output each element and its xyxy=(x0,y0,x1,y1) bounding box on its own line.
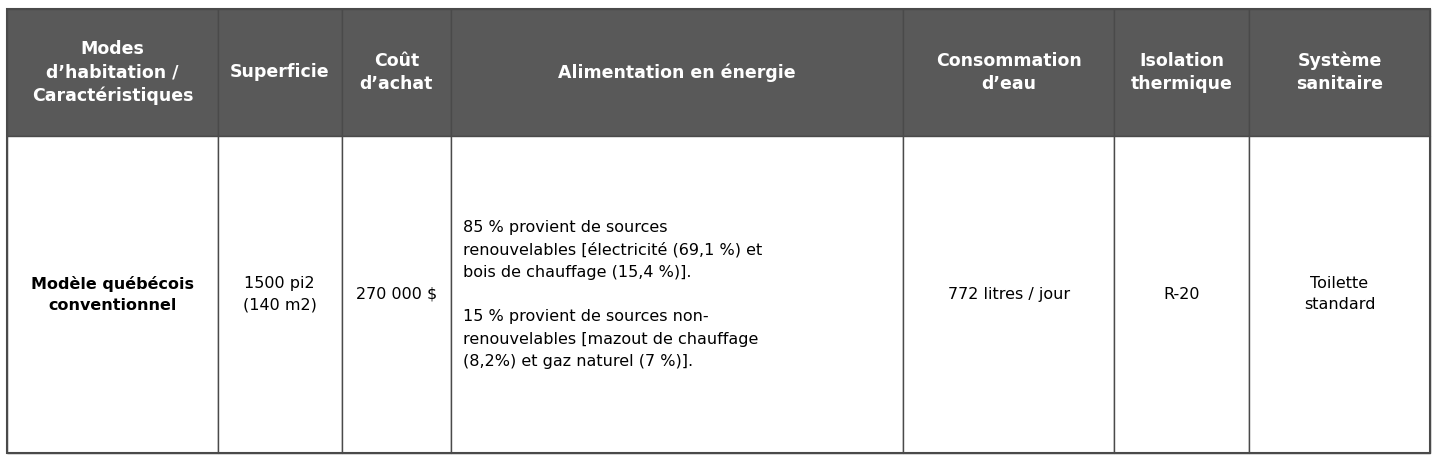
Bar xyxy=(7,9,218,136)
Text: 85 % provient de sources
renouvelables [électricité (69,1 %) et
bois de chauffag: 85 % provient de sources renouvelables [… xyxy=(463,220,762,369)
Bar xyxy=(342,136,451,453)
Bar xyxy=(342,9,451,136)
Text: Alimentation en énergie: Alimentation en énergie xyxy=(559,63,796,82)
Text: 772 litres / jour: 772 litres / jour xyxy=(947,287,1069,302)
Text: Superficie: Superficie xyxy=(230,63,329,81)
Bar xyxy=(451,136,904,453)
Bar xyxy=(218,9,342,136)
Text: Système
sanitaire: Système sanitaire xyxy=(1296,52,1382,93)
Bar xyxy=(218,136,342,453)
Bar xyxy=(904,9,1114,136)
Text: 270 000 $: 270 000 $ xyxy=(355,287,437,302)
Text: R-20: R-20 xyxy=(1164,287,1200,302)
Text: Coût
d’achat: Coût d’achat xyxy=(359,52,433,93)
Text: Consommation
d’eau: Consommation d’eau xyxy=(935,52,1082,93)
Bar xyxy=(1249,9,1430,136)
Bar xyxy=(1114,9,1249,136)
Text: 1500 pi2
(140 m2): 1500 pi2 (140 m2) xyxy=(243,276,316,312)
Bar xyxy=(1114,136,1249,453)
Text: Isolation
thermique: Isolation thermique xyxy=(1131,52,1233,93)
Text: Modes
d’habitation /
Caractéristiques: Modes d’habitation / Caractéristiques xyxy=(32,40,193,105)
Text: Toilette
standard: Toilette standard xyxy=(1303,276,1375,312)
Bar xyxy=(451,9,904,136)
Bar xyxy=(1249,136,1430,453)
Bar xyxy=(7,136,218,453)
Bar xyxy=(904,136,1114,453)
Text: Modèle québécois
conventionnel: Modèle québécois conventionnel xyxy=(32,276,194,313)
